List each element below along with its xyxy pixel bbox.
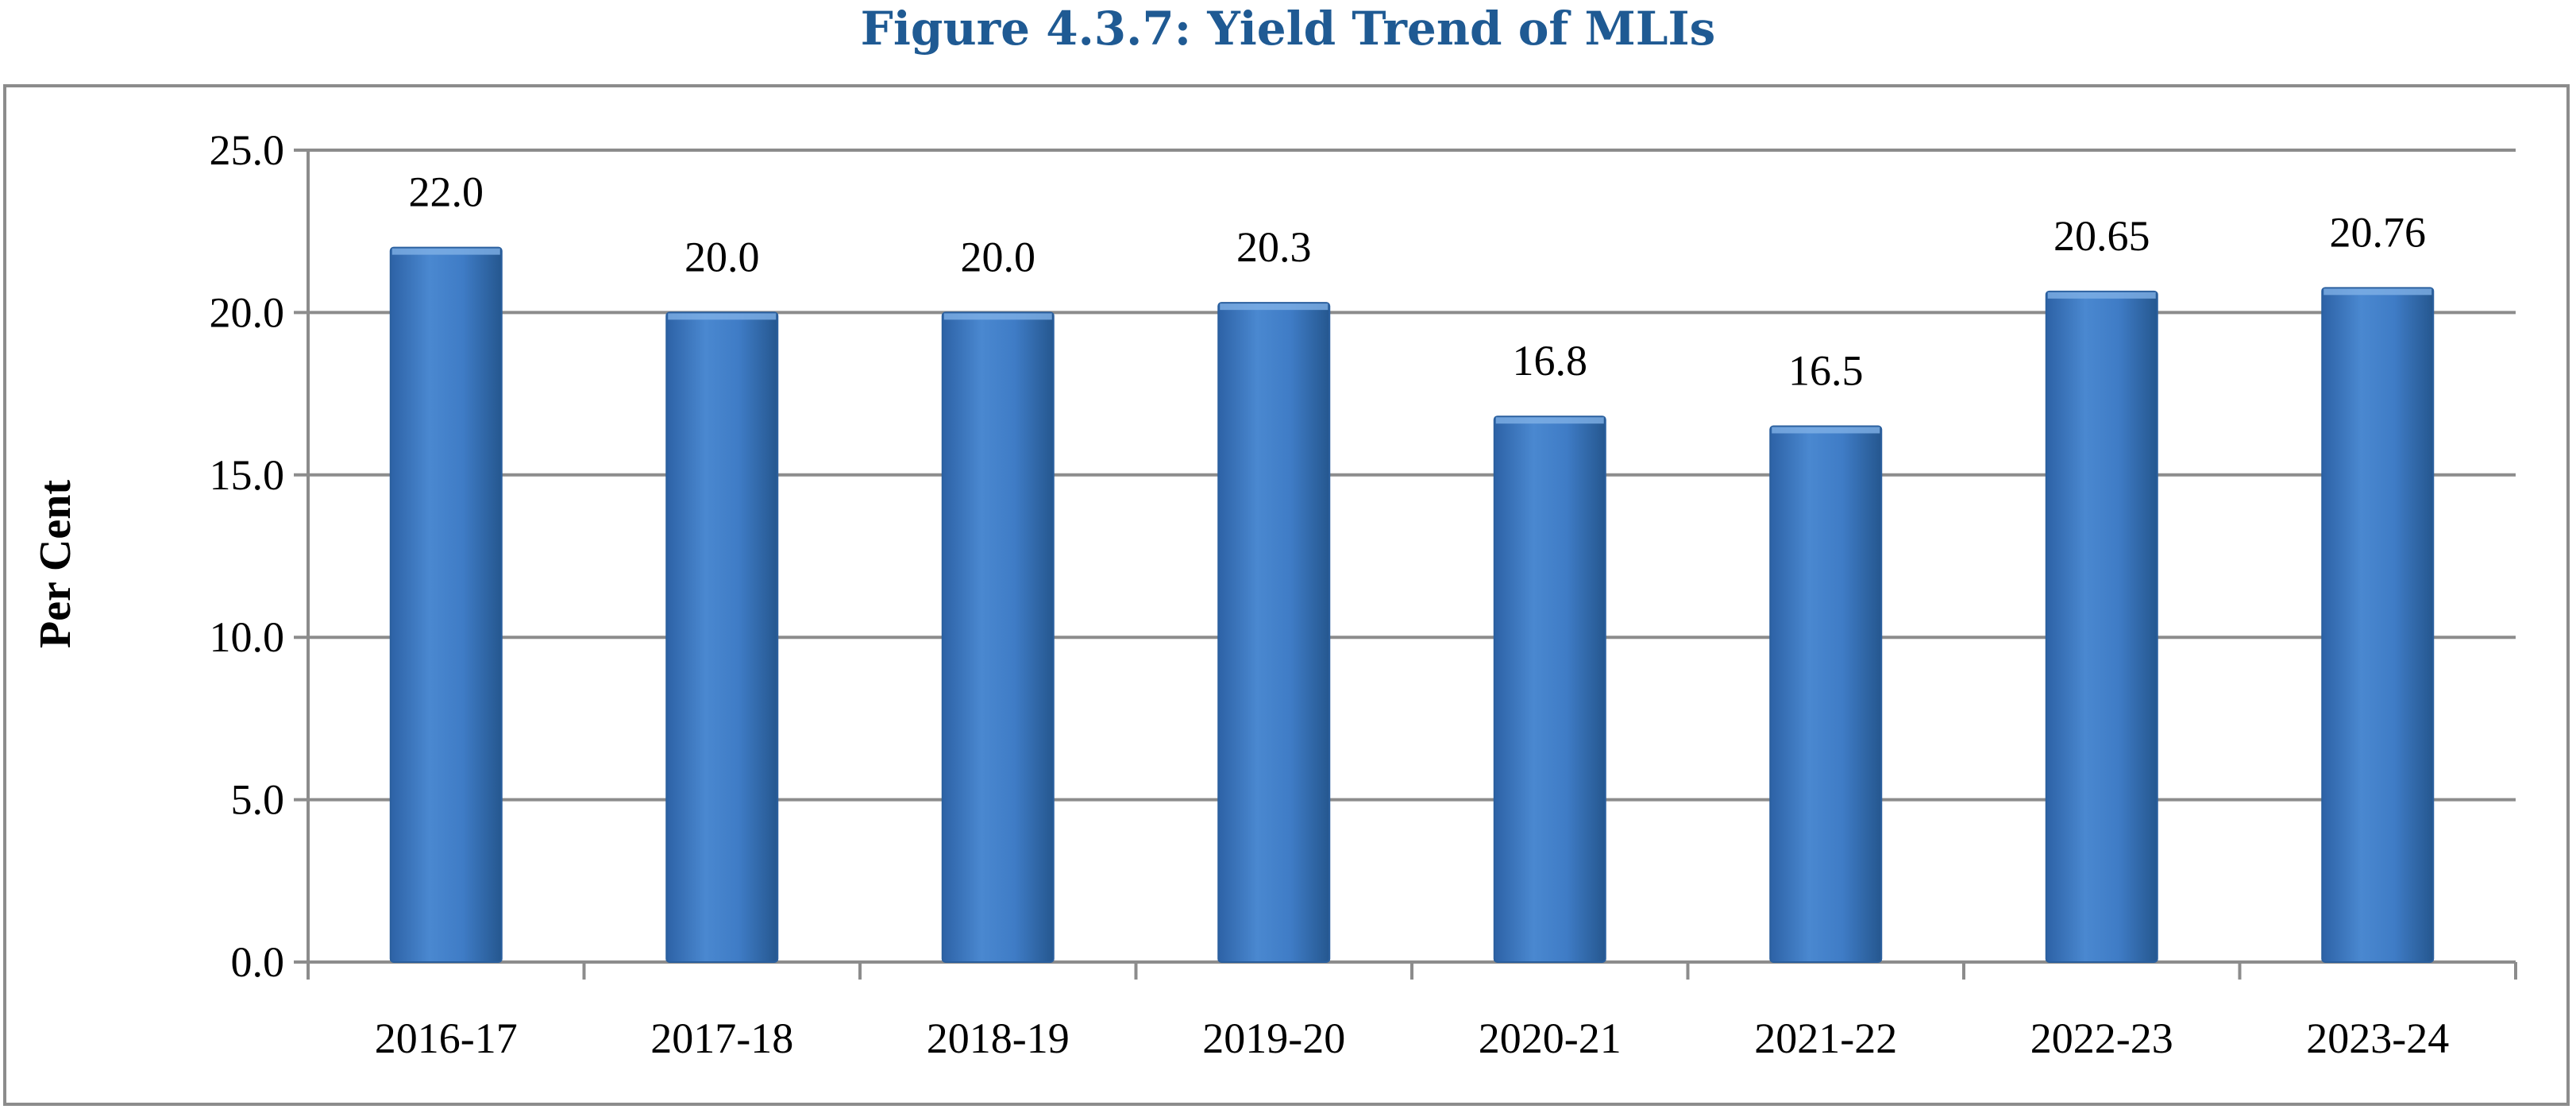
- y-tick-label: 5.0: [231, 776, 285, 824]
- x-tick-label: 2017-18: [650, 1014, 793, 1062]
- data-label: 22.0: [409, 168, 484, 216]
- bar-highlight: [1220, 303, 1328, 311]
- y-tick-label: 20.0: [210, 288, 285, 336]
- chart-frame: [3, 84, 2570, 1106]
- x-tick-label: 2020-21: [1479, 1014, 1622, 1062]
- data-label: 20.76: [2330, 208, 2427, 256]
- y-tick-label: 0.0: [231, 938, 285, 986]
- bar-highlight: [1495, 417, 1604, 424]
- data-label: 20.0: [684, 233, 760, 280]
- bars: [389, 246, 2435, 964]
- bar: [1493, 415, 1606, 963]
- chart-title: Figure 4.3.7: Yield Trend of MLIs: [860, 2, 1716, 56]
- y-axis-label: Per Cent: [31, 480, 80, 648]
- bar: [389, 246, 503, 963]
- gridlines: [308, 149, 2516, 802]
- y-tick-label: 15.0: [210, 451, 285, 499]
- x-tick-label: 2021-22: [1754, 1014, 1897, 1062]
- axes: [294, 149, 2517, 980]
- bar-highlight: [1772, 427, 1880, 434]
- y-tick-label: 10.0: [210, 613, 285, 661]
- y-tick-label: 25.0: [210, 126, 285, 174]
- bar: [665, 311, 779, 963]
- bar: [941, 311, 1055, 963]
- data-label: 20.3: [1236, 223, 1312, 271]
- data-label: 16.8: [1513, 337, 1588, 385]
- bar-highlight: [943, 313, 1052, 320]
- bar: [1217, 302, 1331, 963]
- data-label: 20.0: [961, 233, 1036, 280]
- x-tick-label: 2018-19: [927, 1014, 1070, 1062]
- x-tick-label: 2019-20: [1202, 1014, 1345, 1062]
- bar: [2045, 290, 2158, 963]
- bar: [2321, 287, 2435, 964]
- data-label: 20.65: [2053, 212, 2150, 260]
- bar-highlight: [391, 248, 500, 255]
- bar-highlight: [2047, 292, 2156, 299]
- bar-highlight: [668, 313, 777, 320]
- bar-highlight: [2323, 288, 2432, 296]
- bar: [1769, 425, 1883, 963]
- x-tick-label: 2023-24: [2306, 1014, 2449, 1062]
- data-label: 16.5: [1788, 346, 1864, 394]
- x-tick-label: 2016-17: [375, 1014, 518, 1062]
- x-tick-label: 2022-23: [2030, 1014, 2173, 1062]
- labels: 0.0 5.0 10.0 15.0 20.0 25.0 22.0 2016-17 20.0 201…: [210, 126, 2450, 1062]
